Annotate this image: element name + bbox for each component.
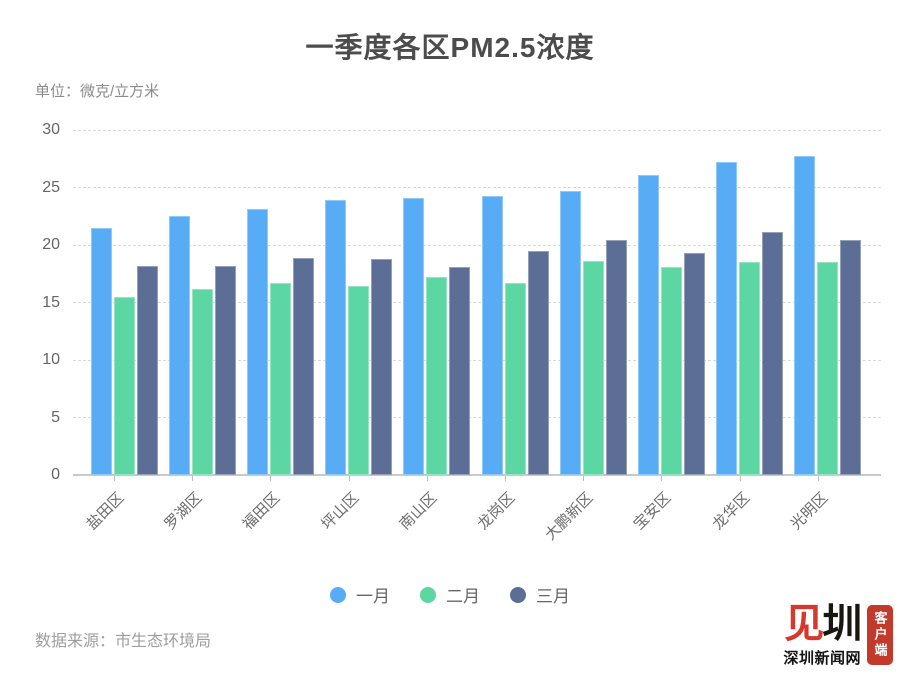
x-axis-label-罗湖区: 罗湖区	[161, 489, 206, 534]
legend-label: 二月	[446, 587, 480, 606]
chart-title: 一季度各区PM2.5浓度	[305, 32, 595, 63]
gridline-10	[73, 359, 881, 361]
gridline-15	[73, 302, 881, 303]
bar-一月-福田区[interactable]	[247, 209, 268, 475]
x-axis-label-南山区: 南山区	[396, 489, 441, 534]
x-axis-label-龙岗区: 龙岗区	[474, 489, 519, 534]
logo-wordmark: 见圳 深圳新闻网	[783, 602, 862, 668]
bar-一月-坪山区[interactable]	[325, 200, 347, 475]
y-axis-tick-label: 20	[42, 236, 60, 253]
legend-swatch	[330, 586, 346, 603]
bar-三月-福田区[interactable]	[293, 257, 314, 475]
bar-三月-龙岗区[interactable]	[527, 250, 549, 476]
unit-label: 单位：微克/立方米	[35, 83, 160, 100]
y-axis-tick-label: 30	[42, 121, 60, 138]
x-axis-label-坪山区: 坪山区	[318, 489, 362, 534]
bar-一月-宝安区[interactable]	[638, 174, 659, 475]
legend-label: 一月	[356, 587, 390, 606]
bar-三月-盐田区[interactable]	[136, 265, 158, 475]
y-axis-tick-label: 25	[42, 178, 60, 196]
y-axis-tick-label: 5	[51, 408, 60, 426]
logo-mark-red-glyph: 见	[784, 602, 824, 646]
x-axis-line	[73, 474, 881, 476]
bar-一月-盐田区[interactable]	[90, 227, 112, 476]
y-axis-tick-label: 0	[51, 466, 60, 483]
x-axis-tick	[817, 476, 819, 481]
bar-三月-宝安区[interactable]	[684, 253, 705, 475]
bar-一月-大鹏新区[interactable]	[559, 190, 581, 475]
x-axis-label-龙华区: 龙华区	[709, 489, 753, 534]
bar-二月-福田区[interactable]	[270, 283, 291, 475]
gridline-25	[73, 187, 881, 188]
legend-label: 三月	[536, 587, 570, 606]
legend-swatch	[510, 586, 526, 603]
x-axis-tick	[583, 476, 585, 481]
x-axis-label-盐田区: 盐田区	[83, 489, 128, 534]
bar-二月-光明区[interactable]	[817, 262, 839, 476]
bar-一月-南山区[interactable]	[403, 197, 425, 475]
bar-二月-盐田区[interactable]	[113, 296, 135, 476]
bar-三月-坪山区[interactable]	[371, 258, 393, 475]
gridline-30	[73, 129, 881, 131]
gridline-5	[73, 417, 881, 418]
bar-一月-龙岗区[interactable]	[481, 195, 503, 475]
x-axis-tick	[739, 476, 741, 481]
legend-item-二月[interactable]: 二月	[420, 582, 480, 607]
bar-二月-宝安区[interactable]	[661, 266, 682, 476]
bar-二月-罗湖区[interactable]	[191, 288, 213, 475]
y-axis-tick-label: 15	[42, 293, 60, 311]
bar-一月-光明区[interactable]	[794, 156, 816, 475]
bar-二月-南山区[interactable]	[426, 277, 448, 475]
x-axis-tick	[661, 476, 663, 481]
bar-三月-光明区[interactable]	[840, 240, 862, 475]
x-axis-tick	[348, 476, 350, 481]
x-axis-tick	[426, 476, 428, 481]
x-axis-label-光明区: 光明区	[787, 489, 832, 534]
bar-二月-龙岗区[interactable]	[504, 283, 526, 475]
bar-二月-坪山区[interactable]	[348, 286, 370, 475]
x-axis-tick	[505, 476, 506, 481]
gridline-20	[73, 244, 881, 246]
logo-site-name: 深圳新闻网	[783, 650, 861, 667]
bar-三月-罗湖区[interactable]	[214, 265, 236, 475]
bar-三月-龙华区[interactable]	[762, 232, 784, 475]
legend-swatch	[420, 586, 436, 603]
x-axis-tick	[192, 476, 194, 481]
x-axis-label-大鹏新区: 大鹏新区	[542, 489, 597, 544]
chart-legend: 一月 二月 三月	[0, 582, 900, 607]
client-app-seal-text: 客户端	[872, 611, 888, 659]
sznews-logo: 见圳 深圳新闻网 客户端	[783, 603, 893, 668]
x-axis-label-宝安区: 宝安区	[630, 489, 675, 534]
bar-三月-南山区[interactable]	[449, 266, 471, 476]
bar-三月-大鹏新区[interactable]	[605, 240, 627, 475]
client-app-seal: 客户端	[867, 605, 893, 665]
x-axis-tick	[270, 476, 272, 481]
bar-二月-龙华区[interactable]	[739, 262, 761, 476]
y-axis-tick-label: 10	[42, 351, 60, 368]
bar-二月-大鹏新区[interactable]	[582, 261, 604, 475]
bar-一月-罗湖区[interactable]	[168, 216, 190, 476]
x-axis-tick	[114, 476, 115, 481]
bar-一月-龙华区[interactable]	[716, 162, 738, 475]
data-source-label: 数据来源：市生态环境局	[35, 633, 212, 650]
legend-item-一月[interactable]: 一月	[330, 582, 390, 607]
logo-mark: 见圳	[784, 602, 862, 646]
x-axis-label-福田区: 福田区	[239, 489, 284, 534]
logo-mark-black-glyph: 圳	[822, 602, 862, 646]
legend-item-三月[interactable]: 三月	[510, 582, 570, 607]
